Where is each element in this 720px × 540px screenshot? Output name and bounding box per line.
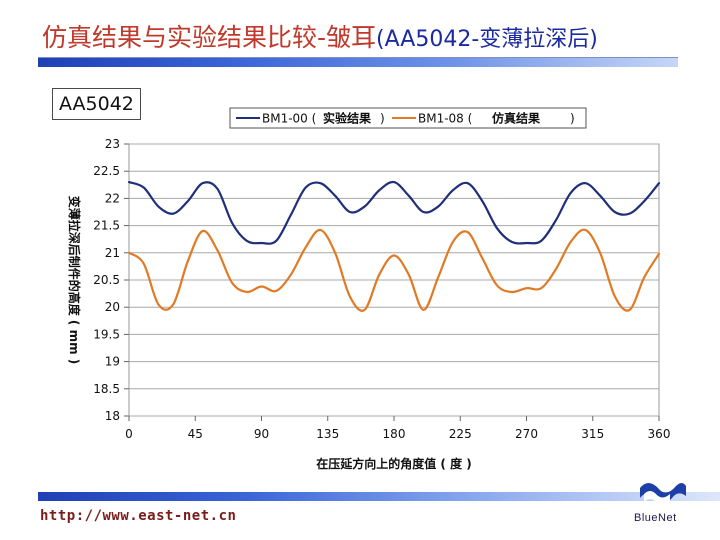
y-tick-label: 21.5 (93, 219, 120, 233)
alloy-label-box: AA5042 (52, 88, 141, 120)
legend-suffix-exp: ) (380, 112, 385, 126)
y-tick-label: 20.5 (93, 273, 120, 287)
y-tick-label: 23 (105, 137, 120, 151)
x-tick-label: 0 (125, 427, 133, 441)
x-tick-label: 180 (383, 427, 406, 441)
chart-area: AA5042 18 18.5 19 19.5 20 20.5 21 21.5 22 22.5 23 … (40, 80, 680, 480)
x-tick-label: 135 (316, 427, 339, 441)
x-tick-label: 315 (581, 427, 604, 441)
y-axis-label: 变薄拉深后制件的高度 ( mm ) (67, 196, 82, 365)
x-tick-label: 225 (449, 427, 472, 441)
logo-text: BlueNet (634, 512, 677, 524)
x-axis-label: 在压延方向上的角度值 ( 度 ) (316, 456, 472, 471)
legend-suffix-sim: ) (570, 112, 575, 126)
legend-prefix-sim: BM1-08 ( (418, 112, 472, 126)
legend-prefix-exp: BM1-00 ( (262, 112, 316, 126)
legend: BM1-00 ( 实验结果 ) BM1-08 ( 仿真结果 ) (229, 107, 587, 129)
bluenet-logo-icon (640, 483, 686, 505)
legend-name-sim: 仿真结果 (492, 111, 540, 126)
footer-gradient-bar (38, 492, 720, 501)
y-tick-label: 22 (105, 191, 120, 205)
y-tick-label: 18.5 (93, 382, 120, 396)
legend-name-exp: 实验结果 (323, 111, 371, 126)
x-tick-label: 270 (515, 427, 538, 441)
y-tick-label: 19 (105, 355, 120, 369)
y-tick-label: 18 (105, 409, 120, 423)
y-tick-label: 20 (105, 300, 120, 314)
y-tick-label: 21 (105, 246, 120, 260)
x-tick-label: 360 (648, 427, 671, 441)
title-divider-line (38, 57, 678, 58)
x-tick-label: 90 (254, 427, 269, 441)
grid-lines (124, 143, 660, 421)
title-gradient-bar (38, 58, 678, 67)
y-tick-labels: 18 18.5 19 19.5 20 20.5 21 21.5 22 22.5 23 (93, 137, 120, 423)
line-chart: 18 18.5 19 19.5 20 20.5 21 21.5 22 22.5 23 0 45 90 13… (67, 107, 670, 471)
series-line-experiment (127, 180, 661, 245)
y-tick-label: 22.5 (93, 164, 120, 178)
slide-title-main: 仿真结果与实验结果比较-皱耳 (42, 23, 377, 52)
x-tick-label: 45 (188, 427, 203, 441)
y-tick-label: 19.5 (93, 327, 120, 341)
x-tick-labels: 0 45 90 135 180 225 270 315 360 (125, 427, 670, 441)
series-line-simulation (127, 228, 661, 312)
series-lines (127, 180, 661, 312)
slide-title-sub: (AA5042-变薄拉深后) (376, 27, 598, 52)
footer-url: http://www.east-net.cn (40, 508, 237, 524)
slide-title: 仿真结果与实验结果比较-皱耳(AA5042-变薄拉深后) (42, 18, 598, 54)
